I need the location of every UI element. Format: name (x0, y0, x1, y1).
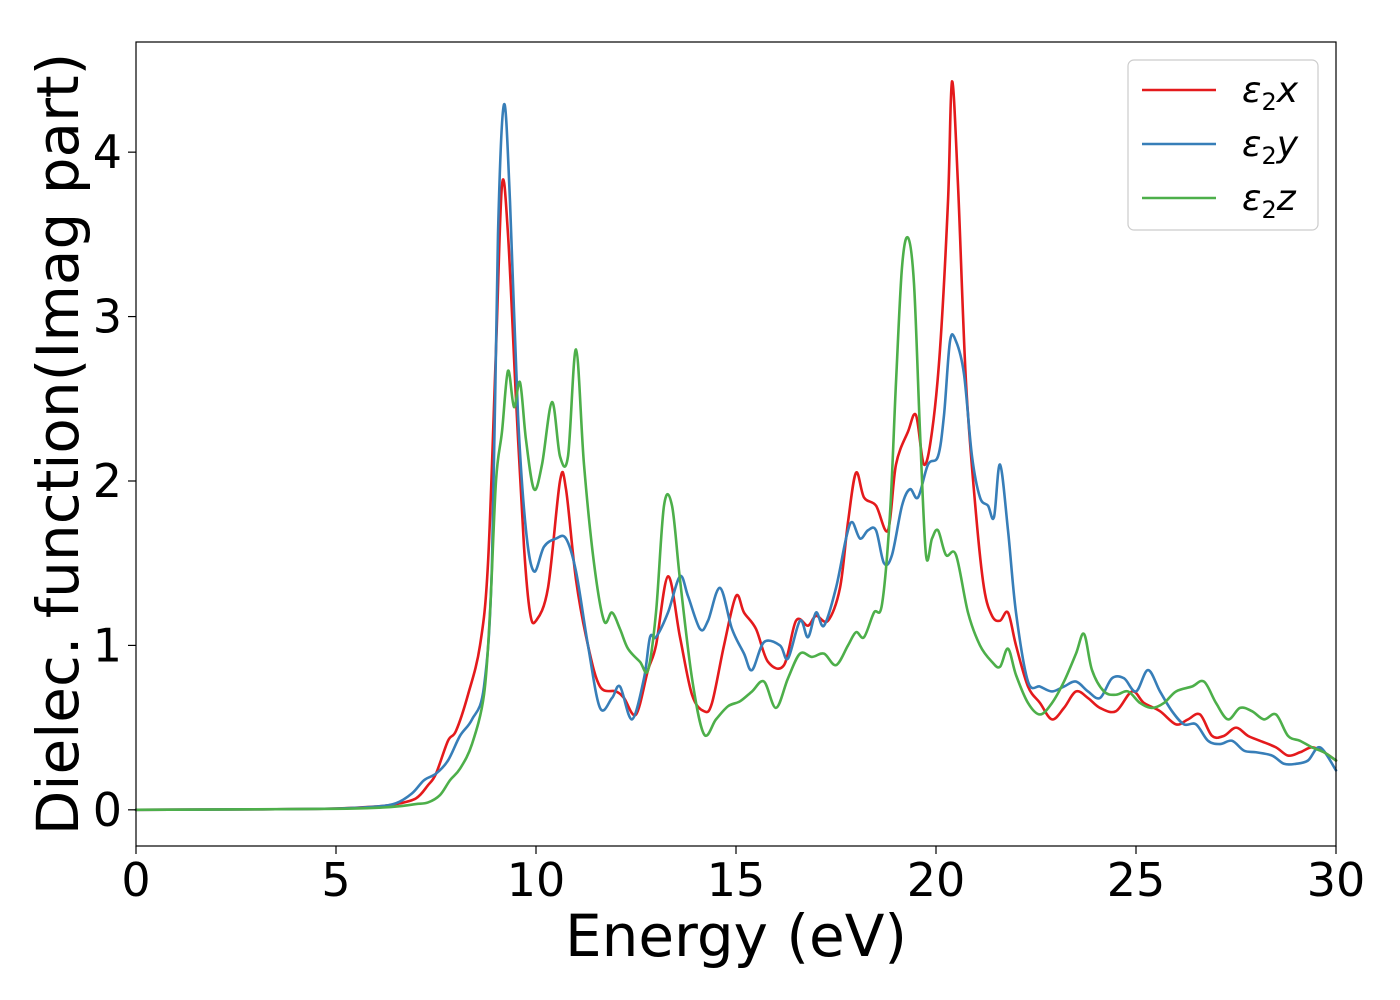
x-axis-label: Energy (eV) (565, 902, 907, 970)
x-tick-label: 25 (1107, 853, 1166, 907)
x-tick-label: 30 (1307, 853, 1366, 907)
y-tick-label: 2 (93, 454, 122, 508)
series-line-x (134, 80, 1338, 812)
x-tick-label: 5 (321, 853, 350, 907)
series-line-y (134, 103, 1338, 812)
legend-entries: ε2x ε2y ε2z (1142, 70, 1299, 224)
y-axis-label: Dielec. function(Imag part) (24, 53, 92, 836)
legend-label-z: ε2z (1242, 178, 1297, 224)
legend-label-x: ε2x (1242, 70, 1299, 116)
legend-label-y: ε2y (1242, 124, 1299, 170)
x-tick-label: 0 (121, 853, 150, 907)
y-tick-label: 4 (93, 125, 122, 179)
y-tick-label: 1 (93, 618, 122, 672)
x-tick-label: 10 (507, 853, 566, 907)
x-tick-label: 20 (907, 853, 966, 907)
y-tick-label: 3 (93, 290, 122, 344)
y-tick-label: 0 (93, 783, 122, 837)
tick-layer: 0 5 10 15 20 25 30 0 1 2 3 4 (93, 125, 1366, 907)
series-layer (134, 80, 1338, 812)
x-tick-label: 15 (707, 853, 766, 907)
series-line-z (134, 235, 1338, 812)
legend: ε2x ε2y ε2z (1127, 59, 1319, 231)
legend-box (1127, 59, 1319, 231)
